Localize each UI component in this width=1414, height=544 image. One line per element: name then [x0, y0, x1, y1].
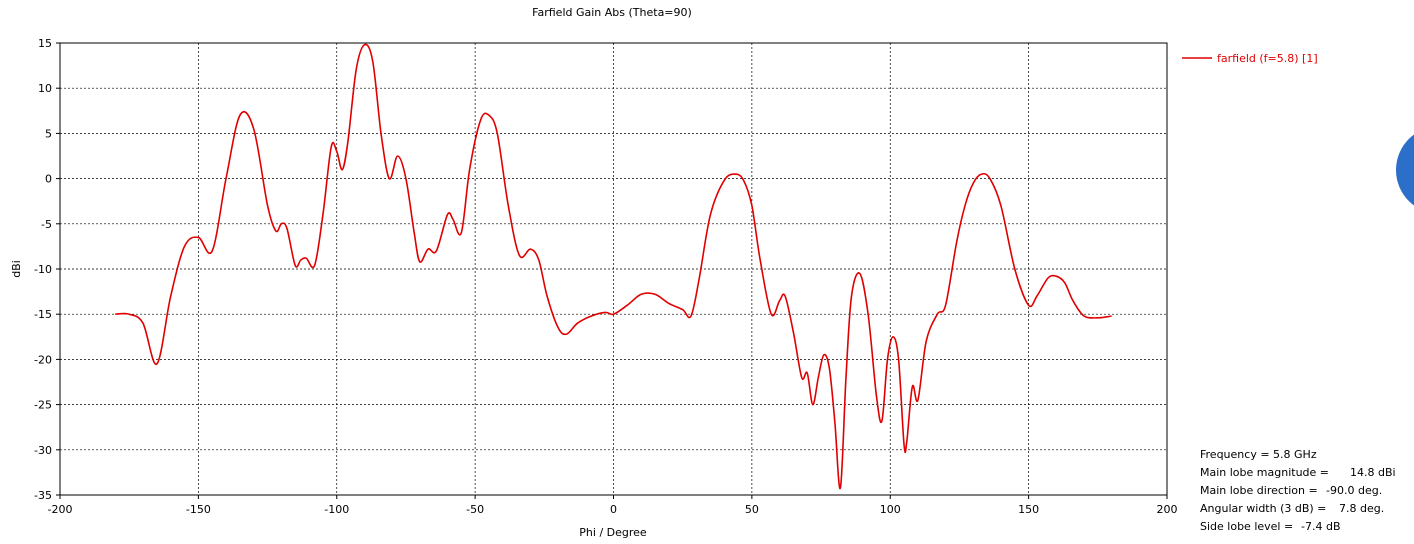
y-axis-label: dBi [10, 260, 23, 278]
main-lobe-direction-label: Main lobe direction = [1200, 484, 1318, 497]
main-lobe-magnitude-value: 14.8 dBi [1350, 466, 1396, 479]
x-tick-label: 100 [880, 503, 901, 516]
legend: farfield (f=5.8) [1] [1182, 52, 1318, 65]
y-tick-label: 15 [38, 37, 52, 50]
x-axis-label: Phi / Degree [579, 526, 647, 539]
results-panel: Frequency = 5.8 GHz Main lobe magnitude … [1200, 448, 1396, 533]
y-tick-label: 0 [45, 173, 52, 186]
y-tick-label: 10 [38, 82, 52, 95]
side-lobe-label: Side lobe level = [1200, 520, 1293, 533]
y-tick-label: 5 [45, 127, 52, 140]
chart-title: Farfield Gain Abs (Theta=90) [532, 6, 692, 19]
y-tick-label: -25 [34, 399, 52, 412]
x-tick-label: 200 [1157, 503, 1178, 516]
main-lobe-direction-value: -90.0 deg. [1326, 484, 1382, 497]
x-tick-label: 50 [745, 503, 759, 516]
y-tick-label: -20 [34, 353, 52, 366]
y-axis-ticks: 15 10 5 0 -5 -10 -15 -20 -25 -30 -35 [34, 37, 60, 502]
angular-width-label: Angular width (3 dB) = [1200, 502, 1326, 515]
x-tick-label: 0 [610, 503, 617, 516]
y-tick-label: -10 [34, 263, 52, 276]
angular-width-value: 7.8 deg. [1339, 502, 1384, 515]
x-axis-ticks: -200 -150 -100 -50 0 50 100 150 200 [48, 495, 1178, 516]
main-lobe-magnitude-label: Main lobe magnitude = [1200, 466, 1329, 479]
x-tick-label: -100 [324, 503, 349, 516]
legend-entry-farfield: farfield (f=5.8) [1] [1217, 52, 1318, 65]
chart-grid [60, 43, 1167, 495]
x-tick-label: -50 [466, 503, 484, 516]
x-tick-label: 150 [1018, 503, 1039, 516]
y-tick-label: -5 [41, 218, 52, 231]
edge-circle-decoration [1396, 134, 1414, 206]
x-tick-label: -200 [48, 503, 73, 516]
y-tick-label: -15 [34, 308, 52, 321]
y-tick-label: -30 [34, 444, 52, 457]
y-tick-label: -35 [34, 489, 52, 502]
side-lobe-value: -7.4 dB [1301, 520, 1341, 533]
x-tick-label: -150 [186, 503, 211, 516]
series-line-farfield [115, 43, 1112, 489]
frequency-text: Frequency = 5.8 GHz [1200, 448, 1317, 461]
